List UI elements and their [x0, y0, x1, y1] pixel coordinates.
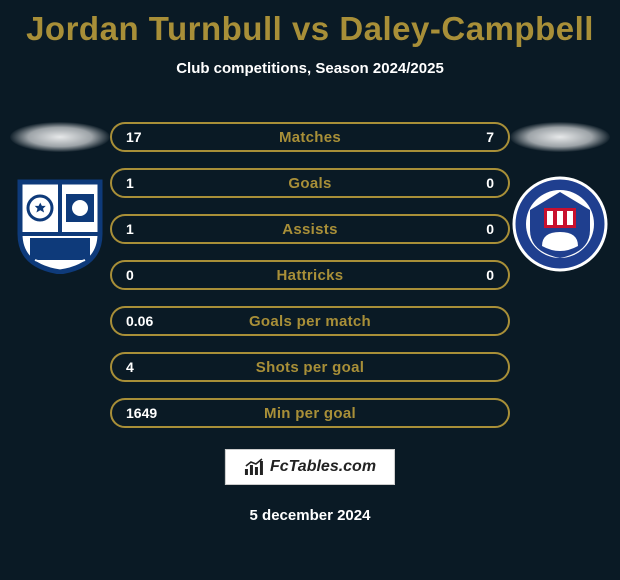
stat-value-left: 1: [112, 175, 152, 191]
stat-label: Matches: [112, 129, 508, 146]
watermark-text: FcTables.com: [270, 458, 376, 476]
left-club-column: [10, 122, 110, 274]
shadow-ellipse-left: [10, 122, 110, 152]
stat-row: 0.06Goals per match: [110, 306, 510, 336]
stat-label: Hattricks: [112, 267, 508, 284]
stat-label: Assists: [112, 221, 508, 238]
stat-row: 1649Min per goal: [110, 398, 510, 428]
page-title: Jordan Turnbull vs Daley-Campbell: [0, 0, 620, 48]
right-club-column: [510, 122, 610, 274]
stat-value-right: 0: [468, 221, 508, 237]
stat-value-left: 0: [112, 267, 152, 283]
left-club-crest: [10, 174, 110, 274]
stat-row: 0Hattricks0: [110, 260, 510, 290]
stat-label: Min per goal: [112, 405, 508, 422]
stat-label: Goals per match: [112, 313, 508, 330]
watermark: FcTables.com: [225, 449, 395, 485]
stats-table: 17Matches71Goals01Assists00Hattricks00.0…: [110, 122, 510, 444]
stat-row: 1Assists0: [110, 214, 510, 244]
right-club-crest: [510, 174, 610, 274]
stat-label: Shots per goal: [112, 359, 508, 376]
stat-value-left: 1: [112, 221, 152, 237]
chart-icon: [244, 458, 266, 476]
stat-row: 1Goals0: [110, 168, 510, 198]
stat-value-right: 0: [468, 267, 508, 283]
stat-value-left: 0.06: [112, 313, 167, 329]
stat-value-right: 7: [468, 129, 508, 145]
stat-value-right: 0: [468, 175, 508, 191]
shadow-ellipse-right: [510, 122, 610, 152]
stat-value-left: 17: [112, 129, 156, 145]
date-text: 5 december 2024: [0, 507, 620, 524]
subtitle: Club competitions, Season 2024/2025: [0, 60, 620, 77]
stat-value-left: 4: [112, 359, 152, 375]
stat-row: 17Matches7: [110, 122, 510, 152]
stat-row: 4Shots per goal: [110, 352, 510, 382]
stat-label: Goals: [112, 175, 508, 192]
stat-value-left: 1649: [112, 405, 171, 421]
